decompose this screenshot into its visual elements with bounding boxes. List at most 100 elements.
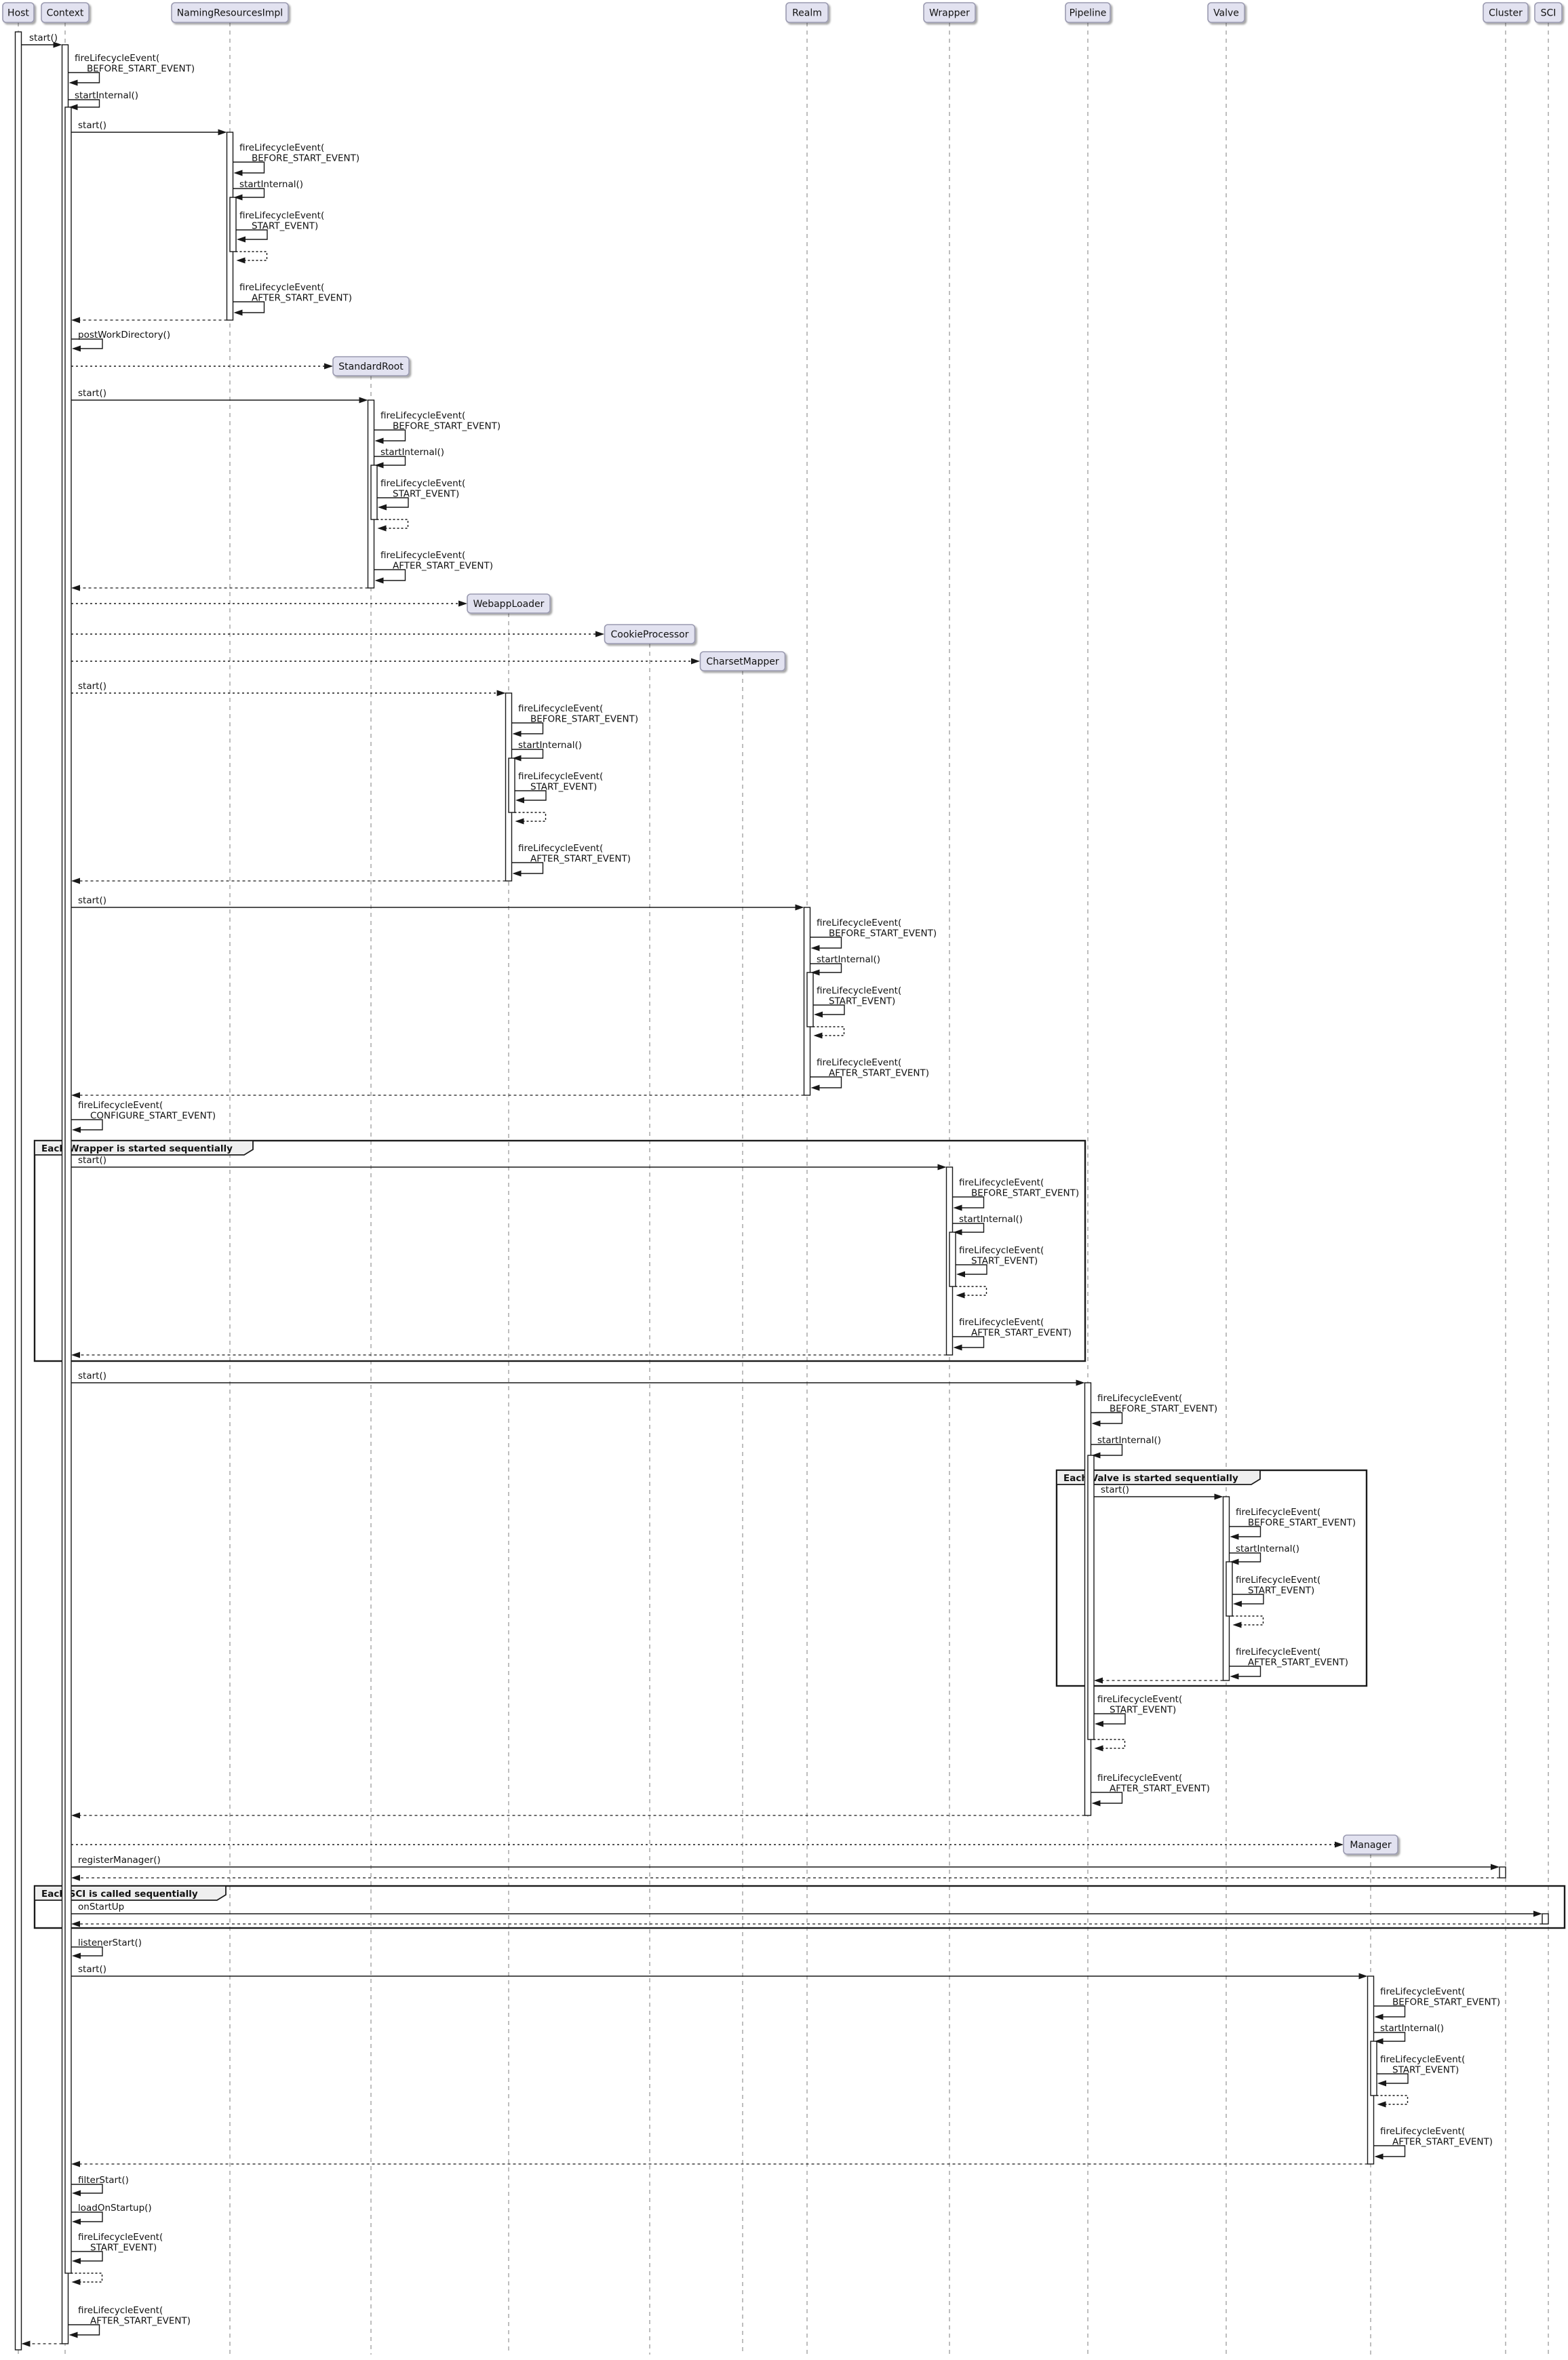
frame-each-sci-tab <box>34 1885 227 1901</box>
msg-context-return-arrowhead <box>21 2340 31 2347</box>
msg-listenerstart-label: listenerStart() <box>78 1938 142 1948</box>
msg-loadonstartup-label: loadOnStartup() <box>78 2203 152 2214</box>
msg-filterstart-arrowhead <box>72 2190 81 2197</box>
msg-naming-start-event-loop <box>236 229 268 240</box>
msg-naming-return-arrowhead <box>71 317 80 323</box>
participant-host-label: Host <box>7 8 29 19</box>
msg-valve-return-arrowhead <box>1094 1677 1103 1684</box>
msg-configure-start-loop <box>71 1119 103 1130</box>
msg-start-wrapper-arrowhead <box>937 1164 947 1171</box>
msg-sr-after-start-label: AFTER_START_EVENT) <box>393 561 493 572</box>
msg-naming-startinternal-label: startInternal() <box>239 179 303 190</box>
msg-wrapper-startinternal-label: startInternal() <box>959 1214 1023 1225</box>
participant-realm <box>785 2 829 23</box>
msg-wl-before-start-arrowhead <box>512 730 522 737</box>
msg-wl-start-event-arrowhead <box>515 797 524 804</box>
msg-pipe-before-start-label: BEFORE_START_EVENT) <box>1110 1404 1217 1415</box>
msg-pipe-after-start-label: fireLifecycleEvent( <box>1097 1773 1182 1784</box>
msg-start-naming-arrowhead <box>218 129 227 136</box>
participant-charsetmapper <box>699 651 786 671</box>
msg-pipe-return-arrowhead <box>71 1812 80 1819</box>
msg-sr-start-event-label: START_EVENT) <box>393 489 459 500</box>
msg-realm-before-start-loop <box>810 937 842 949</box>
msg-mgr-before-start-label: BEFORE_START_EVENT) <box>1392 1997 1500 2008</box>
msg-listenerstart-arrowhead <box>72 1952 81 1959</box>
msg-wrapper-after-start-label: AFTER_START_EVENT) <box>971 1328 1072 1339</box>
msg-pipe-before-start-label: fireLifecycleEvent( <box>1097 1393 1182 1404</box>
msg-wl-before-start-loop <box>511 722 544 734</box>
msg-start-wrapper-label: start() <box>78 1155 106 1166</box>
msg-ctx-internal-return-arrowhead <box>71 2279 81 2285</box>
msg-pipe-startinternal-arrowhead <box>1091 1452 1101 1459</box>
msg-ctx-start-event-loop <box>71 2251 103 2262</box>
msg-configure-start-arrowhead <box>72 1126 81 1133</box>
msg-wl-after-start-loop <box>511 862 544 874</box>
msg-sr-after-start-label: fireLifecycleEvent( <box>380 550 465 561</box>
msg-naming-start-event-arrowhead <box>237 236 246 243</box>
msg-ctx-after-start-arrowhead <box>68 2332 78 2338</box>
msg-ctx-before-start-label: fireLifecycleEvent( <box>75 53 159 64</box>
msg-valve-after-start-loop <box>1229 1666 1261 1677</box>
msg-sr-startinternal-arrowhead <box>374 462 384 469</box>
msg-wrapper-return-arrowhead <box>71 1352 80 1358</box>
msg-pipe-internal-return-arrowhead <box>1094 1745 1103 1752</box>
msg-sr-after-start-arrowhead <box>374 577 384 584</box>
participant-cluster <box>1483 2 1529 23</box>
msg-wrapper-internal-return-arrowhead <box>956 1292 965 1299</box>
msg-realm-start-event-loop <box>813 1004 845 1015</box>
sci-activation <box>1542 1913 1549 1925</box>
msg-wrapper-before-start-loop <box>952 1196 985 1208</box>
msg-ctx-before-start-arrowhead <box>68 79 78 86</box>
msg-naming-after-start-arrowhead <box>233 309 243 316</box>
msg-realm-startinternal-label: startInternal() <box>817 954 880 965</box>
msg-create-standardroot-arrowhead <box>324 363 333 370</box>
frame-each-sci-title: Each SCI is called sequentially <box>41 1889 198 1900</box>
msg-wrapper-before-start-label: BEFORE_START_EVENT) <box>971 1188 1079 1199</box>
msg-mgr-after-start-loop <box>1373 2145 1406 2157</box>
msg-wl-startinternal-label: startInternal() <box>518 740 582 751</box>
msg-start-pipeline-label: start() <box>78 1371 106 1381</box>
msg-ctx-after-start-loop <box>68 2324 100 2336</box>
participant-cluster-label: Cluster <box>1489 8 1523 19</box>
msg-pipe-before-start-loop <box>1091 1412 1123 1424</box>
participant-context <box>41 2 90 23</box>
msg-valve-startinternal-loop <box>1229 1552 1261 1562</box>
msg-sr-internal-return-arrowhead <box>377 525 387 532</box>
msg-mgr-start-event-arrowhead <box>1377 2080 1386 2087</box>
frame-each-wrapper-title: Each Wrapper is started sequentially <box>41 1143 233 1154</box>
participant-charsetmapper-label: CharsetMapper <box>706 656 779 667</box>
frame-each-sci <box>33 1885 1566 1929</box>
participant-wrapper-label: Wrapper <box>929 8 970 19</box>
msg-valve-startinternal-arrowhead <box>1230 1558 1239 1565</box>
participant-manager <box>1343 1834 1398 1855</box>
msg-mgr-startinternal-loop <box>1373 2032 1406 2042</box>
msg-wl-startinternal-arrowhead <box>512 755 522 762</box>
msg-loadonstartup-arrowhead <box>72 2218 81 2225</box>
msg-valve-start-event-arrowhead <box>1233 1600 1242 1607</box>
msg-wl-return-arrowhead <box>71 878 80 884</box>
msg-wl-before-start-label: BEFORE_START_EVENT) <box>530 714 638 725</box>
msg-sr-after-start-loop <box>374 569 406 581</box>
msg-start-webapploader-label: start() <box>78 681 106 692</box>
msg-realm-after-start-label: fireLifecycleEvent( <box>817 1057 901 1068</box>
participant-cookieprocessor <box>604 624 696 644</box>
msg-wrapper-after-start-arrowhead <box>953 1344 962 1351</box>
msg-mgr-before-start-arrowhead <box>1374 2013 1384 2020</box>
msg-sr-startinternal-label: startInternal() <box>380 447 444 458</box>
msg-pipe-after-start-loop <box>1091 1792 1123 1804</box>
participant-webapploader-label: WebappLoader <box>473 599 545 610</box>
msg-realm-after-start-label: AFTER_START_EVENT) <box>829 1068 929 1079</box>
msg-valve-before-start-label: BEFORE_START_EVENT) <box>1248 1518 1356 1529</box>
msg-ctx-before-start-loop <box>68 72 100 83</box>
msg-pipe-after-start-label: AFTER_START_EVENT) <box>1110 1784 1210 1794</box>
frame-each-valve-title: Each Valve is started sequentially <box>1063 1473 1238 1484</box>
msg-registermanager-arrowhead <box>1491 1864 1500 1870</box>
msg-mgr-start-event-loop <box>1377 2073 1409 2084</box>
msg-start-pipeline-arrowhead <box>1076 1379 1085 1386</box>
msg-postworkdirectory-arrowhead <box>72 345 81 352</box>
msg-listenerstart-loop <box>71 1946 103 1956</box>
msg-realm-return-arrowhead <box>71 1092 80 1099</box>
msg-realm-after-start-arrowhead <box>810 1084 820 1091</box>
msg-start-naming-label: start() <box>78 120 106 131</box>
